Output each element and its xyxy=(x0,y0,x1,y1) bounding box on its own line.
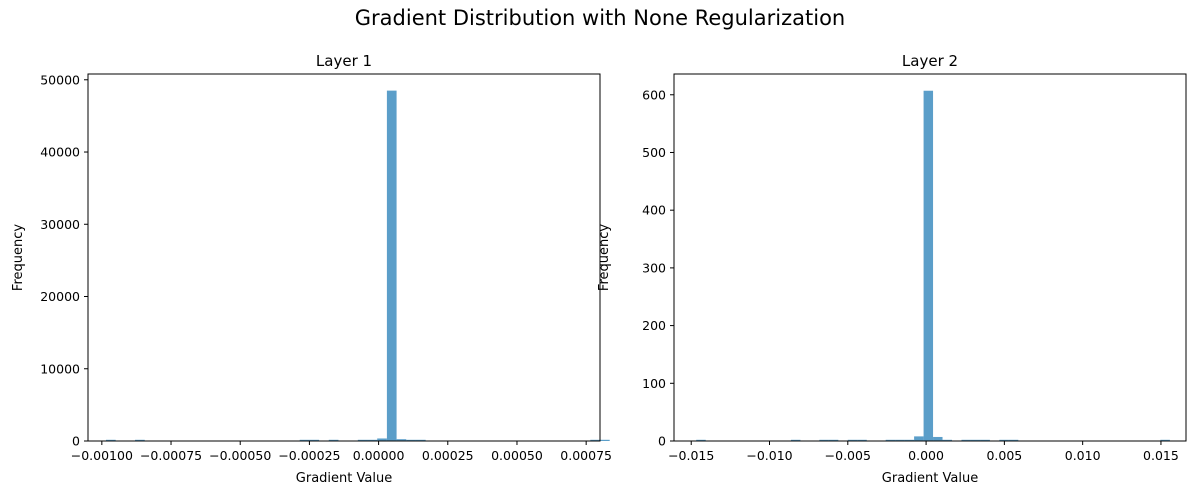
layer-2-bar xyxy=(857,439,867,441)
layer-2-ytick-label: 100 xyxy=(642,376,666,391)
layer-1-bar xyxy=(396,439,407,441)
layer-2-bar xyxy=(904,439,915,441)
layer-2-bar xyxy=(923,90,934,441)
layer-1-bar xyxy=(135,439,145,441)
layer-2-bar xyxy=(1008,439,1019,441)
layer-2-bar xyxy=(790,439,801,441)
layer-1-xtick-label: 0.00075 xyxy=(560,448,612,463)
layer-1-ytick-label: 0 xyxy=(72,434,80,449)
layer-2-bar xyxy=(1160,439,1170,441)
layer-2-bar xyxy=(999,439,1009,441)
figure-title: Gradient Distribution with None Regulari… xyxy=(354,6,846,30)
layer-2-ytick-label: 600 xyxy=(642,87,666,102)
layer-2-bar xyxy=(933,436,943,441)
layer-2-xtick-label: 0.010 xyxy=(1065,448,1101,463)
layer-2-bar xyxy=(895,439,905,441)
layer-1-ylabel: Frequency xyxy=(11,224,26,291)
layer-1-bar xyxy=(406,439,416,441)
layer-1-ytick-label: 50000 xyxy=(40,72,80,87)
layer-2-bar xyxy=(961,439,971,441)
layer-1-ytick-label: 30000 xyxy=(40,217,80,232)
layer-1-bar xyxy=(386,90,397,441)
layer-1-xtick-label: −0.00050 xyxy=(209,448,271,463)
layer-2-bar xyxy=(828,439,839,441)
layer-1-bar xyxy=(328,439,339,441)
layer-1-ytick-label: 40000 xyxy=(40,145,80,160)
layer-2-bar xyxy=(942,439,952,441)
layer-1-xtick-label: 0.00050 xyxy=(491,448,543,463)
layer-1-bar xyxy=(357,439,368,441)
layer-1-axes-frame xyxy=(87,73,601,442)
layer-2-bar xyxy=(980,439,990,441)
layer-1-xtick-label: 0.00000 xyxy=(353,448,405,463)
layer-1-ytick-label: 10000 xyxy=(40,361,80,376)
layer-2-ylabel: Frequency xyxy=(597,224,612,291)
layer-1-bar xyxy=(367,439,378,441)
layer-2-xlabel: Gradient Value xyxy=(882,471,978,486)
layer-2-ytick-label: 0 xyxy=(658,434,666,449)
layer-2-xtick-label: 0.015 xyxy=(1143,448,1179,463)
layer-2-xtick-label: −0.010 xyxy=(746,448,792,463)
layer-1-bar xyxy=(600,439,610,441)
layer-2-bar xyxy=(696,439,706,441)
layer-2-ytick-label: 400 xyxy=(642,203,666,218)
layer-2-ytick-label: 300 xyxy=(642,260,666,275)
layer-2-xtick-label: −0.015 xyxy=(668,448,714,463)
layer-2-xtick-label: 0.005 xyxy=(986,448,1022,463)
layer-1-bar xyxy=(590,439,600,441)
layer-1-title: Layer 1 xyxy=(316,52,372,70)
layer-2-ytick-label: 500 xyxy=(642,145,666,160)
layer-2-ytick-label: 200 xyxy=(642,318,666,333)
layer-2-xtick-label: −0.005 xyxy=(825,448,871,463)
layer-2-bar xyxy=(914,436,924,441)
layer-1-xtick-label: −0.00100 xyxy=(71,448,133,463)
layer-2-bar xyxy=(970,439,981,441)
layer-2-title: Layer 2 xyxy=(902,52,958,70)
layer-1-bar xyxy=(415,439,426,441)
layer-1-bar xyxy=(309,439,320,441)
layer-1-xtick-label: 0.00025 xyxy=(422,448,474,463)
layer-1-bar xyxy=(299,439,310,441)
layer-1-xtick-label: −0.00075 xyxy=(140,448,202,463)
layer-1-bar xyxy=(105,439,116,441)
layer-2-bar xyxy=(885,439,896,441)
layer-1-ytick-label: 20000 xyxy=(40,289,80,304)
layer-2-bar xyxy=(819,439,829,441)
layer-2-axes-frame xyxy=(673,73,1187,442)
layer-2-xtick-label: 0.000 xyxy=(908,448,944,463)
layer-1-bar xyxy=(377,438,387,441)
layer-1-xlabel: Gradient Value xyxy=(296,471,392,486)
layer-2-bar xyxy=(847,439,858,441)
layer-1-xtick-label: −0.00025 xyxy=(278,448,340,463)
